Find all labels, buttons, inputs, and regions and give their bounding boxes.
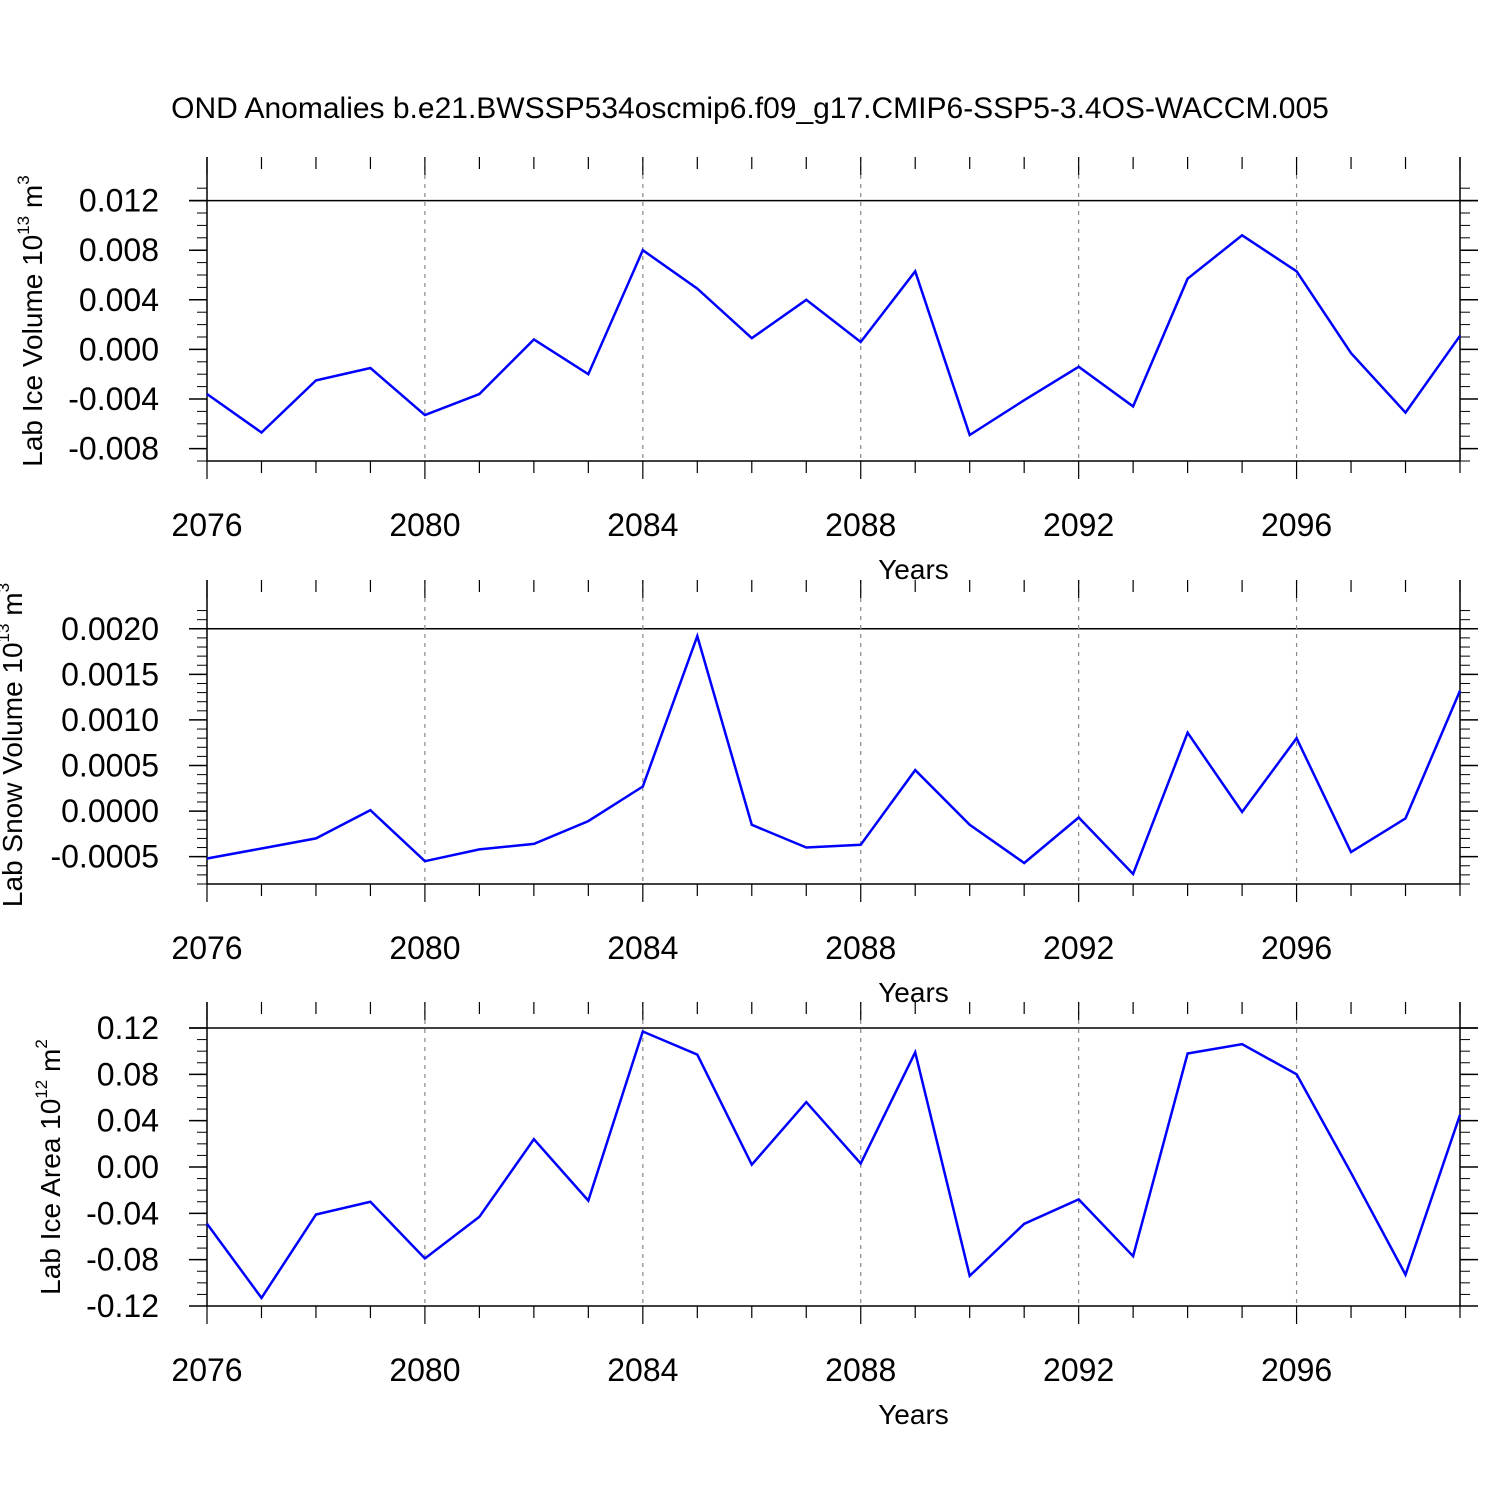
y-tick-label: -0.12 (86, 1288, 159, 1324)
x-tick-label: 2076 (171, 507, 242, 543)
y-tick-label: 0.008 (79, 232, 159, 268)
x-tick-label: 2080 (389, 1352, 460, 1388)
series-line (206, 233, 1462, 437)
x-tick-label: 2088 (825, 1352, 896, 1388)
y-tick-label: 0.004 (79, 282, 159, 318)
y-tick-label: 0.04 (97, 1103, 159, 1139)
x-tick-label: 2088 (825, 930, 896, 966)
y-tick-label: -0.04 (86, 1195, 159, 1231)
y-tick-label: 0.0020 (61, 611, 159, 647)
chart-panel-3: 2076 2080 2084 2088 2092 2096 Years -0.12 -0.08 -… (32, 1002, 1478, 1430)
x-axis-label: Years (878, 554, 949, 585)
y-tick-label: 0.0015 (61, 656, 159, 692)
y-tick-label: 0.0005 (61, 748, 159, 784)
chart-panel-1: 2076 2080 2084 2088 2092 2096 Years -0.008 -0.00… (14, 157, 1478, 585)
y-tick-label: 0.08 (97, 1056, 159, 1092)
y-tick-label: -0.008 (68, 431, 159, 467)
x-tick-label: 2084 (607, 507, 678, 543)
x-tick-label: 2080 (389, 930, 460, 966)
x-axis-label: Years (878, 1399, 949, 1430)
y-axis-label: Lab Ice Volume 1013 m3 (14, 175, 48, 466)
x-tick-label: 2096 (1261, 930, 1332, 966)
y-tick-label: 0.0010 (61, 702, 159, 738)
series-line (206, 632, 1462, 877)
y-tick-label: 0.0000 (61, 793, 159, 829)
x-tick-label: 2092 (1043, 507, 1114, 543)
y-tick-label: 0.000 (79, 331, 159, 367)
x-tick-label: 2092 (1043, 930, 1114, 966)
x-tick-label: 2096 (1261, 507, 1332, 543)
x-tick-label: 2076 (171, 1352, 242, 1388)
x-axis-label: Years (878, 977, 949, 1008)
x-tick-label: 2092 (1043, 1352, 1114, 1388)
x-tick-label: 2096 (1261, 1352, 1332, 1388)
y-axis-label: Lab Ice Area 1012 m2 (32, 1039, 66, 1295)
y-tick-label: -0.0005 (50, 839, 159, 875)
y-tick-label: 0.012 (79, 183, 159, 219)
chart-panel-2: 2076 2080 2084 2088 2092 2096 Years -0.0005 0.00… (0, 580, 1478, 1008)
x-tick-label: 2088 (825, 507, 896, 543)
y-axis-label: Lab Snow Volume 1013 m3 (0, 583, 28, 907)
y-tick-label: -0.08 (86, 1242, 159, 1278)
x-tick-label: 2084 (607, 1352, 678, 1388)
y-tick-label: -0.004 (68, 381, 159, 417)
y-tick-label: 0.12 (97, 1010, 159, 1046)
x-tick-label: 2076 (171, 930, 242, 966)
y-tick-label: 0.00 (97, 1149, 159, 1185)
x-tick-label: 2080 (389, 507, 460, 543)
page-title: OND Anomalies b.e21.BWSSP534oscmip6.f09_… (171, 92, 1329, 125)
x-tick-label: 2084 (607, 930, 678, 966)
series-line (205, 1029, 1462, 1301)
